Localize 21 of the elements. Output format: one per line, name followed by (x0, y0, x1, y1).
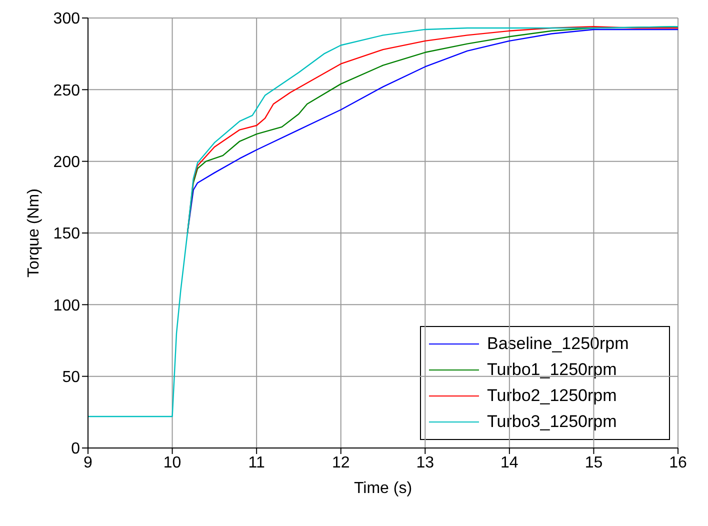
y-tick-label: 200 (53, 154, 80, 172)
legend-label: Turbo3_1250rpm (487, 412, 617, 432)
y-tick-label: 100 (53, 297, 80, 314)
x-tick-label: 14 (500, 454, 518, 472)
legend-label: Turbo1_1250rpm (487, 360, 617, 380)
legend-label: Turbo2_1250rpm (487, 386, 617, 406)
x-tick-label: 13 (416, 454, 434, 472)
x-tick-label: 15 (584, 454, 603, 472)
legend-label: Baseline_1250rpm (487, 334, 629, 354)
x-tick-label: 16 (669, 454, 687, 472)
y-axis-title: Torque (Nm) (26, 188, 43, 278)
x-tick-label: 9 (84, 454, 93, 472)
y-tick-label: 250 (53, 82, 80, 100)
x-tick-label: 12 (332, 454, 350, 472)
x-tick-label: 11 (248, 454, 265, 472)
x-axis-title: Time (s) (354, 480, 412, 497)
y-tick-label: 150 (53, 226, 80, 243)
y-tick-label: 300 (53, 10, 80, 28)
y-tick-label: 0 (71, 440, 80, 458)
y-tick-label: 50 (62, 369, 80, 386)
x-tick-label: 10 (163, 454, 182, 472)
